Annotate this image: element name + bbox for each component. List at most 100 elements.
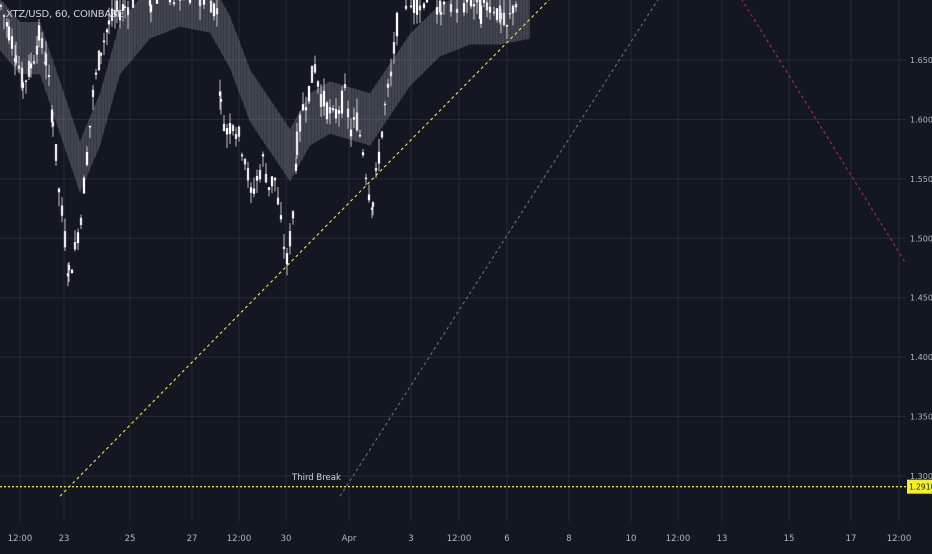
candle-body xyxy=(346,108,350,118)
candle-body xyxy=(482,0,486,3)
candle-body xyxy=(279,215,283,220)
candle-body xyxy=(492,11,496,14)
symbol-label: XTZ/USD, 60, COINBASE xyxy=(6,9,124,20)
current-price-label: 1.2910 xyxy=(909,483,932,492)
x-tick-label: 3 xyxy=(408,534,413,544)
candle-body xyxy=(386,83,390,88)
candle-body xyxy=(10,36,14,49)
candle-body xyxy=(219,99,223,102)
candle-body xyxy=(29,63,33,69)
trendline-yellow[interactable] xyxy=(59,0,560,497)
candle-body xyxy=(418,5,422,11)
y-tick-label: 1.6500 xyxy=(910,56,932,65)
candle-body xyxy=(358,134,362,137)
x-tick-label: 25 xyxy=(125,534,136,544)
candle-body xyxy=(0,4,3,7)
candle-body xyxy=(115,0,119,12)
candle-body xyxy=(2,15,6,17)
current-price-tag xyxy=(907,479,932,494)
candle-body xyxy=(202,0,206,5)
candle-body xyxy=(425,0,429,3)
candle-body xyxy=(439,12,443,15)
candle-body xyxy=(367,194,371,201)
candle-body xyxy=(412,0,416,13)
x-tick-label: 15 xyxy=(784,534,795,544)
candle-body xyxy=(488,6,492,13)
candle-body xyxy=(76,232,80,244)
time-axis-panel xyxy=(0,522,932,550)
candle-body xyxy=(301,104,305,111)
candle-body xyxy=(331,108,335,111)
candle-body xyxy=(508,12,512,15)
trendline-layer[interactable] xyxy=(59,0,906,497)
candle-body xyxy=(67,265,71,271)
candle-body xyxy=(110,8,114,22)
candle-body xyxy=(469,0,473,7)
candle-body xyxy=(57,188,61,193)
candle-body xyxy=(334,109,338,119)
candle-body xyxy=(131,0,135,8)
x-tick-label: 10 xyxy=(626,534,637,544)
candle-body xyxy=(442,1,446,5)
candle-body xyxy=(465,0,469,3)
x-tick-label: 12:00 xyxy=(887,534,912,544)
trendline-gray[interactable] xyxy=(339,0,665,497)
candle-body xyxy=(231,125,235,132)
candle-body xyxy=(511,5,515,14)
candle-body xyxy=(380,131,384,138)
candle-body xyxy=(404,5,408,9)
candle-body xyxy=(371,202,375,207)
x-tick-label: 17 xyxy=(846,534,857,544)
candle-body xyxy=(85,151,89,166)
candle-body xyxy=(479,5,483,24)
candle-body xyxy=(82,177,86,194)
candle-body xyxy=(37,25,41,41)
candle-body xyxy=(337,110,341,114)
candle-body xyxy=(73,242,77,250)
candle-body xyxy=(319,93,323,107)
candle-body xyxy=(310,65,314,83)
candle-body xyxy=(505,25,509,27)
candle-body xyxy=(485,2,489,11)
candle-body xyxy=(99,52,103,56)
candle-body xyxy=(304,107,308,111)
candle-body xyxy=(47,75,51,78)
candle-body xyxy=(409,5,413,8)
candle-body xyxy=(255,175,259,181)
x-tick-label: 27 xyxy=(187,534,198,544)
candle-body xyxy=(113,10,117,16)
candle-body xyxy=(249,187,253,193)
candle-body xyxy=(395,12,399,37)
candle-body xyxy=(102,40,106,43)
candle-body xyxy=(88,125,92,128)
candle-body xyxy=(94,72,98,75)
candle-body xyxy=(79,217,83,226)
y-tick-label: 1.4500 xyxy=(910,294,932,303)
candle-body xyxy=(126,7,130,16)
candle-body xyxy=(35,45,39,55)
candle-body xyxy=(264,173,268,183)
candle-body xyxy=(389,71,393,77)
candle-body xyxy=(209,0,213,13)
candle-body xyxy=(343,83,347,88)
candle-body xyxy=(282,246,286,250)
candle-body xyxy=(273,177,277,181)
annotation-third-break: Third Break xyxy=(291,473,341,483)
candle-body xyxy=(361,152,365,156)
candle-body xyxy=(168,0,172,3)
candle-body xyxy=(499,12,503,20)
candle-body xyxy=(27,61,31,77)
candle-body xyxy=(44,53,48,66)
x-tick-label: 13 xyxy=(717,534,728,544)
candle-body xyxy=(243,159,247,165)
y-tick-label: 1.5500 xyxy=(910,175,932,184)
candle-body xyxy=(188,0,192,3)
candle-body xyxy=(495,8,499,20)
x-tick-label: 12:00 xyxy=(447,534,472,544)
candle-body xyxy=(392,42,396,54)
candle-body xyxy=(246,168,250,181)
candle-body xyxy=(352,117,356,120)
